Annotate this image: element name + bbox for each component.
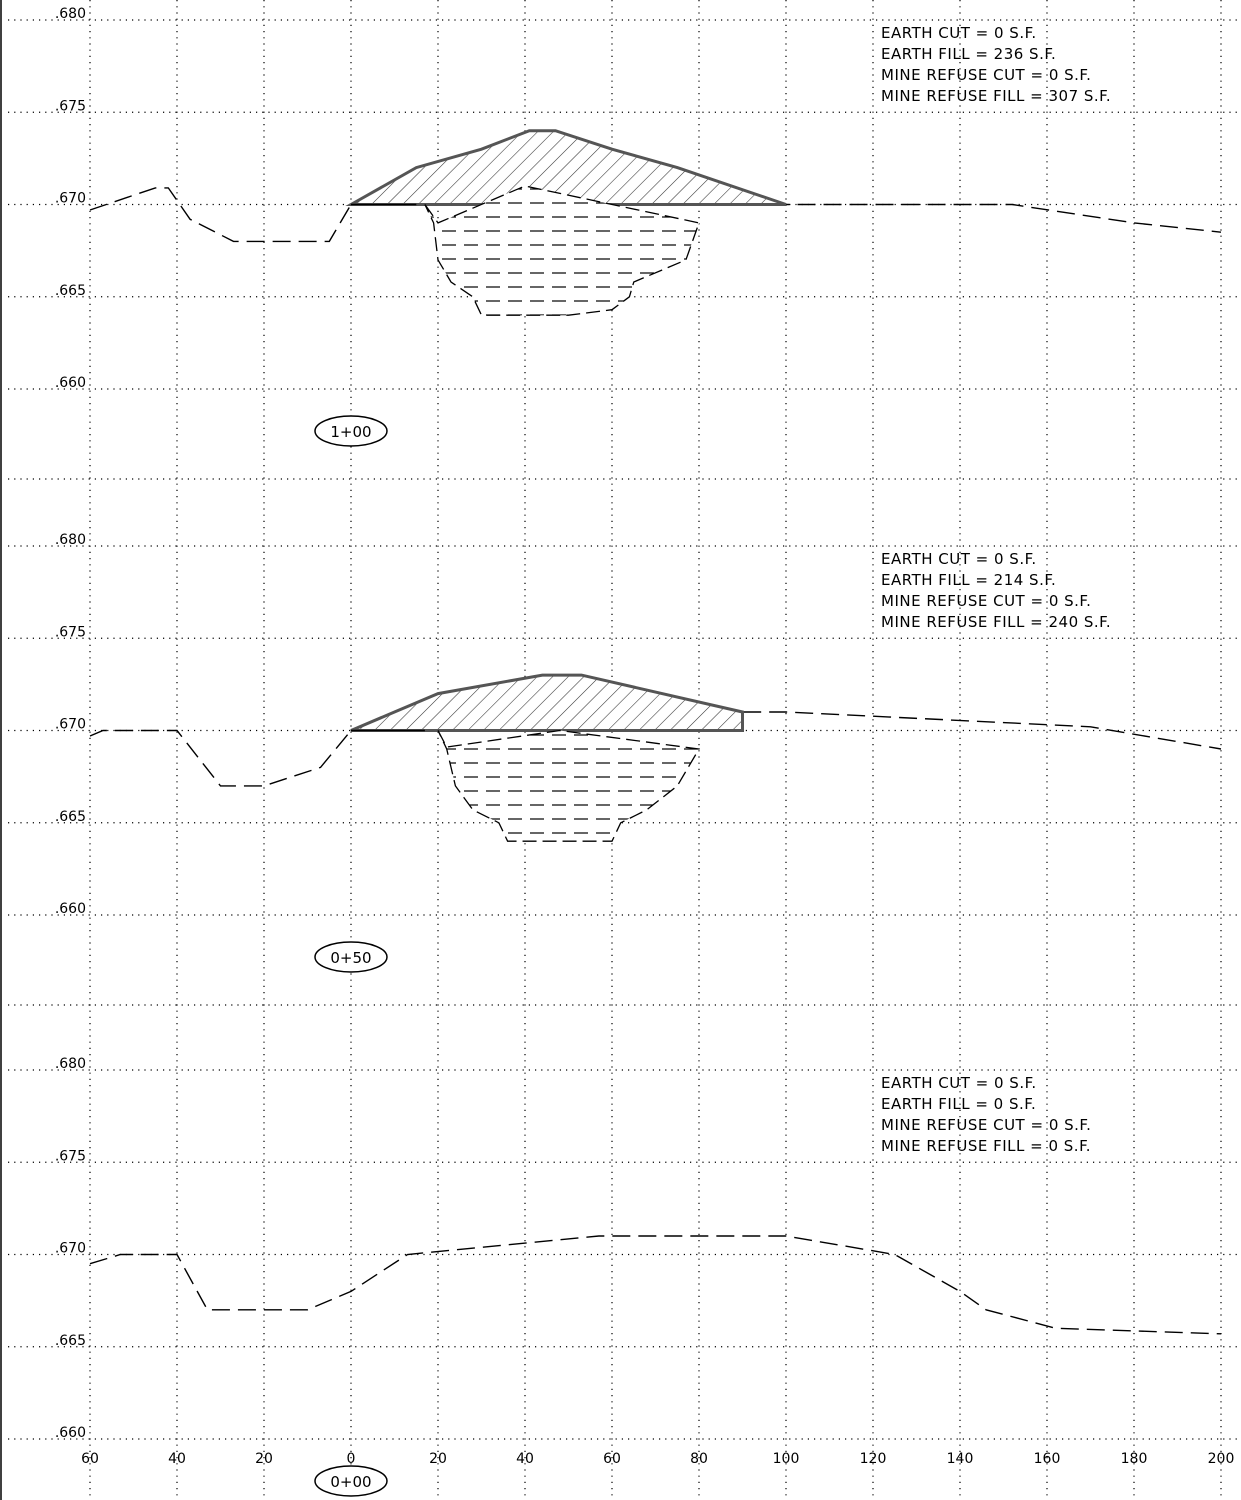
sections: .680 .675 .670 .665 .660 EARTH CUT = 0 S.F. EA…: [55, 6, 1222, 1497]
station-ellipse: [314, 1465, 388, 1497]
station-offset-label: 100: [773, 1451, 800, 1467]
elevation-label: .660: [55, 901, 86, 917]
elevation-label: .660: [55, 375, 86, 391]
station-offset-label: 60: [603, 1451, 621, 1467]
elevation-label: .680: [55, 1056, 86, 1072]
elevation-label: .680: [55, 6, 86, 22]
quantity-label: EARTH CUT = 0 S.F.: [881, 24, 1037, 42]
elevation-label: .670: [55, 1241, 86, 1257]
mine-refuse-fill-area: [424, 185, 700, 316]
quantity-label: EARTH CUT = 0 S.F.: [881, 550, 1037, 568]
elevation-label: .675: [55, 624, 86, 640]
section-0-00: .680 .675 .670 .665 .660 EARTH CUT = 0 S.F. EA…: [55, 1056, 1222, 1497]
station-offset-label: 20: [429, 1451, 447, 1467]
station-offset-label: 0: [347, 1451, 356, 1467]
elevation-label: .665: [55, 1333, 86, 1349]
station-offset-label: 60: [81, 1451, 99, 1467]
station-label: 0+00: [330, 1473, 371, 1491]
elevation-label: .680: [55, 532, 86, 548]
section-0-50: .680 .675 .670 .665 .660 EARTH CUT = 0 S.F. EA…: [55, 532, 1222, 973]
quantity-label: EARTH FILL = 214 S.F.: [881, 571, 1056, 589]
station-label: 1+00: [330, 423, 371, 441]
elevation-label: .675: [55, 98, 86, 114]
elevation-label: .670: [55, 717, 86, 733]
quantity-label: MINE REFUSE CUT = 0 S.F.: [881, 66, 1091, 84]
quantity-label: EARTH CUT = 0 S.F.: [881, 1074, 1037, 1092]
station-offset-label: 40: [168, 1451, 186, 1467]
x-axis: 60 40 20 0 20 40 60 80 100 120 140 160 180 200: [81, 1451, 1234, 1467]
quantity-label: MINE REFUSE FILL = 307 S.F.: [881, 87, 1111, 105]
section-1-00: .680 .675 .670 .665 .660 EARTH CUT = 0 S.F. EA…: [55, 6, 1222, 447]
elevation-label: .665: [55, 809, 86, 825]
station-offset-label: 40: [516, 1451, 534, 1467]
station-offset-label: 20: [255, 1451, 273, 1467]
quantity-label: MINE REFUSE FILL = 0 S.F.: [881, 1137, 1091, 1155]
station-offset-label: 160: [1034, 1451, 1061, 1467]
existing-ground-line: [89, 711, 1222, 787]
earth-fill-area: [350, 673, 744, 732]
quantity-label: EARTH FILL = 236 S.F.: [881, 45, 1056, 63]
quantity-label: MINE REFUSE CUT = 0 S.F.: [881, 1116, 1091, 1134]
existing-ground-line: [89, 1235, 1222, 1335]
elevation-label: .675: [55, 1148, 86, 1164]
station-offset-label: 120: [860, 1451, 887, 1467]
station-offset-label: 140: [947, 1451, 974, 1467]
earth-fill-area: [345, 129, 787, 206]
quantity-label: EARTH FILL = 0 S.F.: [881, 1095, 1036, 1113]
station-ellipse: [314, 941, 388, 973]
existing-ground-line: [89, 187, 1222, 243]
quantity-label: MINE REFUSE CUT = 0 S.F.: [881, 592, 1091, 610]
station-offset-label: 180: [1121, 1451, 1148, 1467]
quantity-label: MINE REFUSE FILL = 240 S.F.: [881, 613, 1111, 631]
station-offset-label: 80: [690, 1451, 708, 1467]
elevation-label: .665: [55, 283, 86, 299]
station-ellipse: [314, 415, 388, 447]
elevation-label: .670: [55, 191, 86, 207]
grid: [8, 0, 1241, 1500]
elevation-label: .660: [55, 1425, 86, 1441]
station-label: 0+50: [330, 949, 371, 967]
mine-refuse-fill-area: [437, 729, 701, 842]
station-offset-label: 200: [1208, 1451, 1235, 1467]
